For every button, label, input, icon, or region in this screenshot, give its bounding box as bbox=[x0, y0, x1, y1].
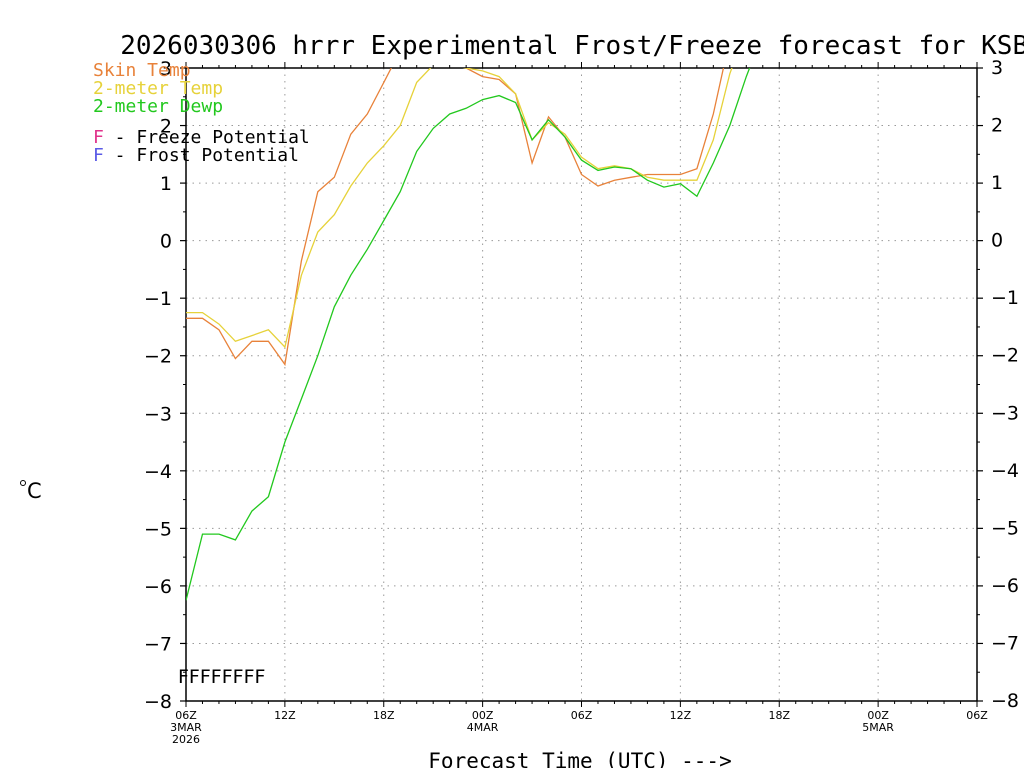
y-tick-label-right: −8 bbox=[991, 690, 1019, 712]
series-line-2-meter-dewp bbox=[186, 68, 751, 601]
y-tick-label-left: −5 bbox=[144, 518, 172, 540]
x-tick-label: 00Z bbox=[867, 709, 889, 722]
y-tick-label-right: −7 bbox=[991, 632, 1019, 654]
y-tick-label-left: 2 bbox=[160, 116, 172, 138]
y-tick-label-right: −1 bbox=[991, 287, 1019, 309]
x-tick-label: 12Z bbox=[670, 709, 692, 722]
freeze-potential-markers: FFFFFFFF bbox=[178, 666, 265, 688]
x-tick-sublabel: 5MAR bbox=[862, 721, 894, 734]
y-tick-label-right: −6 bbox=[991, 575, 1019, 597]
x-tick-label: 06Z bbox=[571, 709, 593, 722]
y-tick-label-left: −3 bbox=[144, 403, 172, 425]
y-tick-label-left: −7 bbox=[144, 633, 172, 655]
y-tick-label-left: 3 bbox=[160, 58, 172, 80]
x-tick-label: 00Z bbox=[472, 709, 494, 722]
x-tick-label: 18Z bbox=[373, 709, 395, 722]
y-tick-label-left: −6 bbox=[144, 576, 172, 598]
y-tick-label-left: −2 bbox=[144, 346, 172, 368]
freeze-symbol: F bbox=[93, 127, 104, 148]
y-tick-label-right: −2 bbox=[991, 345, 1019, 367]
x-tick-label: 06Z bbox=[175, 709, 197, 722]
frost-symbol: F bbox=[93, 145, 104, 166]
y-tick-label-right: −5 bbox=[991, 517, 1019, 539]
y-tick-label-left: −8 bbox=[144, 691, 172, 713]
legend-entry-2m-temp: 2-meter Temp bbox=[93, 78, 223, 99]
degree-symbol bbox=[20, 480, 26, 486]
legend-frost-potential: F - Frost Potential bbox=[93, 145, 299, 166]
series-lines bbox=[186, 68, 751, 601]
frost-label: - Frost Potential bbox=[104, 145, 299, 166]
y-tick-label-right: 3 bbox=[991, 57, 1003, 79]
legend-entry-2m-dewp: 2-meter Dewp bbox=[93, 96, 223, 117]
x-tick-sublabel: 3MAR bbox=[170, 721, 202, 734]
y-tick-label-left: −1 bbox=[144, 288, 172, 310]
y-axis-ticks: −8 −8 −7 −7 −6 −6 −5 −5 −4 −4 −3 −3 −2 −2 −1 −1 0 0 1 1 2 2 3 3 bbox=[144, 57, 1019, 713]
y-axis-label: C bbox=[27, 479, 42, 503]
y-tick-label-right: 0 bbox=[991, 230, 1003, 252]
grid-lines bbox=[186, 68, 977, 701]
plot-frame bbox=[185, 67, 978, 702]
x-tick-sublabel: 2026 bbox=[172, 733, 200, 746]
chart-title: 2026030306 hrrr Experimental Frost/Freez… bbox=[120, 31, 1024, 61]
legend-entry-skin-temp: Skin Temp bbox=[93, 60, 191, 81]
y-tick-label-right: 1 bbox=[991, 172, 1003, 194]
y-tick-label-left: −4 bbox=[144, 461, 172, 483]
y-tick-label-right: −4 bbox=[991, 460, 1019, 482]
series-line-2-meter-temp bbox=[186, 68, 733, 349]
y-tick-label-left: 1 bbox=[160, 173, 172, 195]
x-tick-sublabel: 4MAR bbox=[467, 721, 499, 734]
series-line-skin-temp bbox=[186, 68, 725, 367]
freeze-label: - Freeze Potential bbox=[104, 127, 310, 148]
y-tick-label-left: 0 bbox=[160, 231, 172, 253]
x-tick-label: 18Z bbox=[768, 709, 790, 722]
legend-freeze-potential: F - Freeze Potential bbox=[93, 127, 310, 148]
y-tick-label-right: −3 bbox=[991, 402, 1019, 424]
y-tick-label-right: 2 bbox=[991, 115, 1003, 137]
legend: Skin Temp 2-meter Temp 2-meter Dewp F - … bbox=[93, 60, 310, 166]
x-axis-label: Forecast Time (UTC) ---> bbox=[428, 749, 731, 768]
x-tick-label: 06Z bbox=[966, 709, 988, 722]
x-tick-label: 12Z bbox=[274, 709, 296, 722]
